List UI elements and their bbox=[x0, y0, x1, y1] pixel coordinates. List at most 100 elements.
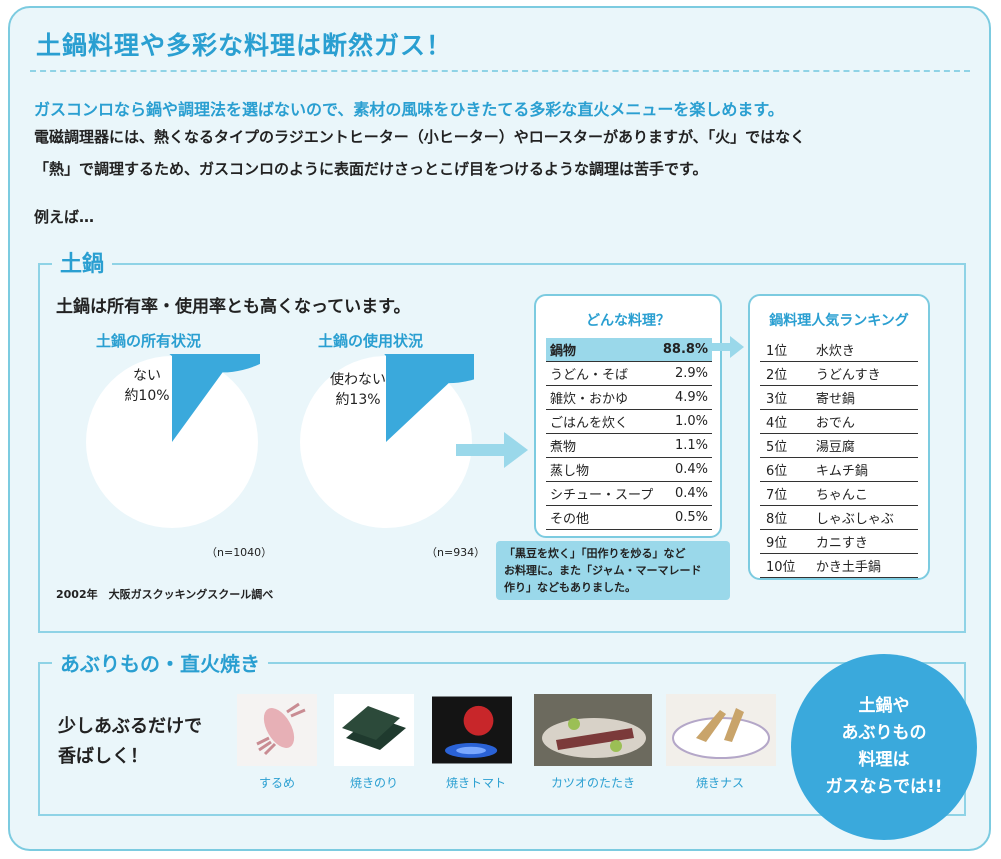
example-label: 例えば… bbox=[34, 208, 95, 226]
note-line: 「黒豆を炊く」「田作りを炒る」など bbox=[504, 547, 686, 560]
pie-n-ownership: （n=1040） bbox=[206, 546, 273, 559]
arrow-to-dishes-icon bbox=[456, 432, 528, 468]
dish-row: 煮物 1.1% bbox=[546, 433, 712, 458]
ranking-dish: 湯豆腐 bbox=[809, 433, 918, 458]
ranking-position: 2位 bbox=[760, 361, 810, 386]
pie-chart-usage bbox=[300, 354, 474, 528]
ranking-row: 1位 水炊き bbox=[760, 338, 918, 362]
pie-minor-label-usage: 使わない 約13% bbox=[330, 372, 386, 408]
ranking-card-title: 鍋料理人気ランキング bbox=[769, 313, 909, 329]
aburimono-text-line-2: 香ばしく！ bbox=[58, 746, 148, 767]
ranking-position: 6位 bbox=[760, 457, 810, 482]
circle-line: 土鍋や bbox=[858, 696, 910, 716]
ranking-card: 鍋料理人気ランキング 1位 水炊き 2位 うどんすき 3位 寄せ鍋 4位 おでん 5位 湯豆腐 6位… bbox=[748, 294, 930, 580]
pie-main-label-usage: 使う 約87% bbox=[379, 461, 431, 499]
note-line: お料理に。また「ジャム・マーマレード bbox=[504, 564, 702, 577]
ranking-row: 4位 おでん bbox=[760, 409, 918, 434]
pie-minor-label-ownership: ない 約10% bbox=[124, 368, 170, 404]
dish-value: 1.1% bbox=[658, 433, 712, 458]
ranking-table: 1位 水炊き 2位 うどんすき 3位 寄せ鍋 4位 おでん 5位 湯豆腐 6位 キムチ鍋 7位 ちゃんこ 8… bbox=[760, 338, 918, 578]
lead-text: ガスコンロなら鍋や調理法を選ばないので、素材の風味をひきたてる多彩な直火メニュー… bbox=[34, 100, 784, 119]
donabe-subtitle: 土鍋は所有率・使用率とも高くなっています。 bbox=[56, 297, 411, 317]
dish-name: うどん・そば bbox=[546, 361, 659, 386]
katsuo-photo bbox=[534, 694, 652, 766]
ranking-row: 5位 湯豆腐 bbox=[760, 433, 918, 458]
pie-title-usage: 土鍋の使用状況 bbox=[318, 332, 424, 350]
dish-row: その他 0.5% bbox=[546, 505, 712, 530]
tomato-photo bbox=[432, 696, 512, 764]
pie-chart-ownership bbox=[86, 354, 260, 528]
circle-line: ガスならでは!! bbox=[825, 777, 943, 797]
photo-label-surume: するめ bbox=[258, 776, 295, 790]
ranking-row: 7位 ちゃんこ bbox=[760, 481, 918, 506]
dish-value: 2.9% bbox=[658, 361, 712, 386]
ranking-dish: 水炊き bbox=[809, 338, 918, 362]
nori-photo bbox=[334, 694, 414, 766]
dish-value: 0.5% bbox=[658, 505, 712, 530]
dish-value: 4.9% bbox=[658, 385, 712, 410]
ranking-position: 1位 bbox=[760, 338, 810, 362]
ranking-row: 6位 キムチ鍋 bbox=[760, 457, 918, 482]
dishes-card-title: どんな料理？ bbox=[586, 313, 670, 329]
dish-row: 蒸し物 0.4% bbox=[546, 457, 712, 482]
ranking-row: 10位 かき土手鍋 bbox=[760, 553, 918, 578]
aburimono-text-line-1: 少しあぶるだけで bbox=[58, 716, 202, 737]
ranking-position: 3位 bbox=[760, 385, 810, 410]
ranking-dish: カニすき bbox=[809, 529, 918, 554]
note-line: 作り」などもありました。 bbox=[504, 581, 636, 594]
dishes-card: どんな料理？ 鍋物 88.8% うどん・そば 2.9% 雑炊・おかゆ 4.9% ごはんを炊く… bbox=[534, 294, 722, 538]
ranking-dish: かき土手鍋 bbox=[809, 553, 918, 578]
pie-title-ownership: 土鍋の所有状況 bbox=[96, 332, 202, 350]
photo-label-nasu: 焼きナス bbox=[695, 776, 744, 790]
dishes-note: 「黒豆を炊く」「田作りを炒る」など お料理に。また「ジャム・マーマレード 作り」… bbox=[496, 541, 730, 600]
dish-name: 蒸し物 bbox=[546, 457, 659, 482]
dish-row: シチュー・スープ 0.4% bbox=[546, 481, 712, 506]
ranking-position: 9位 bbox=[760, 529, 810, 554]
aburimono-text: 少しあぶるだけで 香ばしく！ bbox=[58, 712, 202, 772]
dish-name: 雑炊・おかゆ bbox=[546, 385, 659, 410]
aburimono-heading: あぶりもの・直火焼き bbox=[52, 648, 268, 677]
page-title: 土鍋料理や多彩な料理は断然ガス！ bbox=[36, 31, 453, 60]
ranking-position: 8位 bbox=[760, 505, 810, 530]
donabe-section bbox=[38, 263, 966, 633]
dish-value: 88.8% bbox=[658, 338, 712, 362]
photo-label-tomato: 焼きトマト bbox=[445, 776, 506, 790]
paragraph-line-1: 電磁調理器には、熱くなるタイプのラジエントヒーター（小ヒーター）やロースターがあ… bbox=[34, 128, 806, 146]
ranking-row: 9位 カニすき bbox=[760, 529, 918, 554]
dish-row: ごはんを炊く 1.0% bbox=[546, 409, 712, 434]
surume-photo bbox=[237, 694, 317, 766]
pie-slice-usage bbox=[384, 354, 474, 442]
gas-callout-circle: 土鍋や あぶりもの 料理は ガスならでは!! bbox=[791, 654, 977, 840]
dish-name: その他 bbox=[546, 505, 659, 530]
dish-value: 0.4% bbox=[658, 457, 712, 482]
ranking-position: 4位 bbox=[760, 409, 810, 434]
ranking-dish: ちゃんこ bbox=[809, 481, 918, 506]
pie-main-label-ownership: ある 約90% bbox=[162, 469, 214, 507]
ranking-position: 10位 bbox=[760, 553, 810, 578]
dish-row: 鍋物 88.8% bbox=[546, 338, 712, 362]
ranking-row: 2位 うどんすき bbox=[760, 361, 918, 386]
dish-name: 煮物 bbox=[546, 433, 659, 458]
survey-source: 2002年 大阪ガスクッキングスクール調べ bbox=[56, 588, 274, 601]
photo-label-katsuo: カツオのたたき bbox=[550, 776, 635, 790]
ranking-dish: キムチ鍋 bbox=[809, 457, 918, 482]
dish-value: 0.4% bbox=[658, 481, 712, 506]
paragraph-line-2: 「熱」で調理するため、ガスコンロのように表面だけさっとこげ目をつけるような調理は… bbox=[34, 160, 708, 178]
ranking-row: 3位 寄せ鍋 bbox=[760, 385, 918, 410]
circle-line: あぶりもの bbox=[841, 723, 927, 743]
ranking-dish: おでん bbox=[809, 409, 918, 434]
dish-row: 雑炊・おかゆ 4.9% bbox=[546, 385, 712, 410]
ranking-dish: しゃぶしゃぶ bbox=[809, 505, 918, 530]
arrow-to-ranking-icon bbox=[712, 336, 744, 358]
dish-name: ごはんを炊く bbox=[546, 409, 659, 434]
dish-name: 鍋物 bbox=[546, 338, 659, 362]
dish-value: 1.0% bbox=[658, 409, 712, 434]
pie-n-usage: （n=934） bbox=[426, 546, 486, 559]
title-divider bbox=[30, 70, 970, 72]
circle-line: 料理は bbox=[858, 750, 910, 770]
dish-row: うどん・そば 2.9% bbox=[546, 361, 712, 386]
ranking-position: 7位 bbox=[760, 481, 810, 506]
dishes-table: 鍋物 88.8% うどん・そば 2.9% 雑炊・おかゆ 4.9% ごはんを炊く 1.0% 煮物 1… bbox=[546, 338, 712, 530]
dish-name: シチュー・スープ bbox=[546, 481, 659, 506]
ranking-row: 8位 しゃぶしゃぶ bbox=[760, 505, 918, 530]
